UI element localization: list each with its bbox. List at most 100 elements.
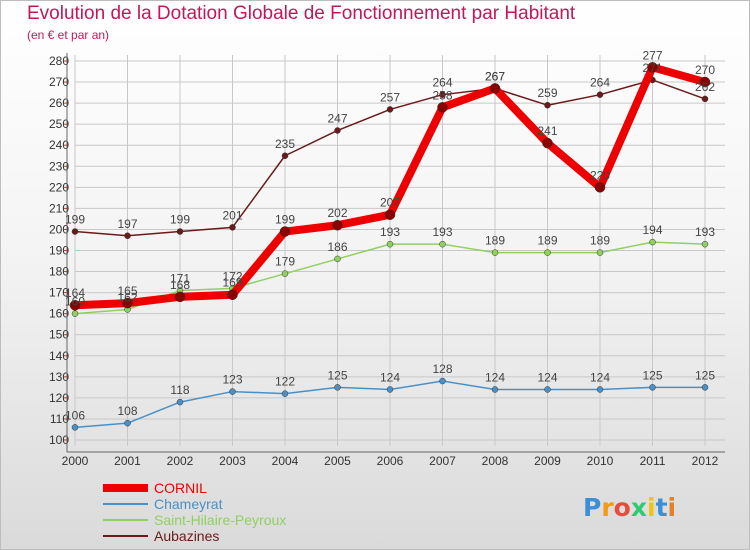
x-tick-label: 2007 xyxy=(429,454,456,468)
point-saint-hilaire-peyroux xyxy=(701,240,709,248)
point-saint-hilaire-peyroux xyxy=(596,249,604,256)
data-label-chameyrat: 118 xyxy=(170,383,189,397)
point-aubazines xyxy=(701,95,709,103)
data-label-aubazines: 199 xyxy=(65,213,85,227)
point-saint-hilaire-peyroux xyxy=(281,270,289,277)
x-tick-label: 2002 xyxy=(167,454,194,468)
point-saint-hilaire-peyroux xyxy=(491,249,499,256)
data-label-saint-hilaire-peyroux: 160 xyxy=(65,295,85,309)
data-label-aubazines: 264 xyxy=(432,76,452,90)
data-label-chameyrat: 128 xyxy=(432,362,452,376)
y-tick-label: 270 xyxy=(49,75,69,89)
x-tick-label: 2012 xyxy=(692,454,719,468)
point-aubazines xyxy=(124,232,131,240)
y-tick-label: 240 xyxy=(49,138,69,152)
point-cornil xyxy=(69,299,81,311)
x-tick-label: 2000 xyxy=(62,454,89,468)
data-label-saint-hilaire-peyroux: 162 xyxy=(117,290,137,304)
point-aubazines xyxy=(386,106,394,113)
x-tick-label: 2001 xyxy=(114,454,141,468)
y-tick-label: 140 xyxy=(49,349,69,363)
point-aubazines xyxy=(334,127,341,134)
point-cornil xyxy=(279,226,291,237)
data-label-cornil: 165 xyxy=(117,284,137,298)
data-label-chameyrat: 124 xyxy=(590,370,610,384)
data-label-saint-hilaire-peyroux: 189 xyxy=(485,234,505,248)
data-label-aubazines: 199 xyxy=(170,213,190,227)
y-tick-label: 170 xyxy=(49,286,69,300)
y-tick-label: 150 xyxy=(49,328,69,342)
y-tick-label: 160 xyxy=(49,307,69,321)
y-tick-label: 120 xyxy=(49,391,69,405)
data-label-chameyrat: 122 xyxy=(275,375,295,389)
point-saint-hilaire-peyroux xyxy=(439,240,446,248)
point-chameyrat xyxy=(596,386,604,393)
data-label-saint-hilaire-peyroux: 189 xyxy=(537,234,557,248)
x-tick-label: 2005 xyxy=(324,454,351,468)
data-label-cornil: 169 xyxy=(222,276,242,290)
x-tick-label: 2011 xyxy=(640,454,666,468)
y-tick-label: 200 xyxy=(49,222,69,236)
point-cornil xyxy=(699,76,711,88)
axes-layer: 1001101201301401501601701801902002102202… xyxy=(49,53,725,468)
x-tick-label: 2006 xyxy=(377,454,404,468)
point-saint-hilaire-peyroux xyxy=(649,238,656,246)
point-aubazines xyxy=(176,228,184,235)
y-tick-label: 130 xyxy=(49,370,69,384)
point-cornil xyxy=(384,209,396,220)
data-label-cornil: 258 xyxy=(432,88,452,102)
point-aubazines xyxy=(439,91,446,98)
data-label-saint-hilaire-peyroux: 189 xyxy=(590,234,610,248)
data-label-aubazines: 271 xyxy=(642,61,662,75)
point-cornil xyxy=(332,219,343,231)
data-labels-layer: 164 165 168 169 199 202 207 258 267 241 220 277 270 1… xyxy=(65,48,715,422)
x-tick-label: 2010 xyxy=(587,454,614,468)
point-aubazines xyxy=(544,101,551,109)
data-label-cornil: 168 xyxy=(170,278,190,292)
point-chameyrat xyxy=(281,390,289,397)
data-label-chameyrat: 124 xyxy=(380,370,400,384)
point-saint-hilaire-peyroux xyxy=(71,310,79,317)
point-chameyrat xyxy=(124,419,131,427)
y-tick-label: 220 xyxy=(49,180,69,194)
point-chameyrat xyxy=(334,384,341,391)
data-label-chameyrat: 124 xyxy=(485,370,505,384)
point-chameyrat xyxy=(439,377,446,385)
y-tick-label: 280 xyxy=(49,54,69,68)
point-aubazines xyxy=(229,224,236,231)
data-label-saint-hilaire-peyroux: 193 xyxy=(380,225,400,239)
proxiti-logo-text: Proxiti xyxy=(583,493,676,522)
x-tick-label: 2003 xyxy=(219,454,246,468)
point-chameyrat xyxy=(229,388,236,395)
point-cornil xyxy=(437,102,448,113)
point-saint-hilaire-peyroux xyxy=(386,240,394,248)
point-cornil xyxy=(174,291,186,303)
data-label-chameyrat: 106 xyxy=(65,408,85,422)
point-saint-hilaire-peyroux xyxy=(334,255,341,263)
data-label-cornil: 199 xyxy=(275,213,295,227)
y-tick-label: 190 xyxy=(49,244,69,258)
point-saint-hilaire-peyroux xyxy=(544,249,551,256)
point-cornil xyxy=(647,62,658,73)
data-label-saint-hilaire-peyroux: 194 xyxy=(642,223,662,237)
point-aubazines xyxy=(596,91,604,98)
data-label-aubazines: 262 xyxy=(695,80,715,94)
data-label-aubazines: 257 xyxy=(380,90,400,104)
point-chameyrat xyxy=(386,386,394,393)
data-label-aubazines: 264 xyxy=(590,76,610,90)
point-cornil xyxy=(594,182,606,193)
y-tick-label: 260 xyxy=(49,96,69,110)
series-lines-layer xyxy=(69,62,711,431)
legend: CORNILChameyratSaint-Hilaire-PeyrouxAuba… xyxy=(103,480,286,544)
data-label-chameyrat: 108 xyxy=(117,404,137,418)
data-label-chameyrat: 125 xyxy=(642,368,662,382)
y-tick-label: 210 xyxy=(49,201,69,215)
legend-label-chameyrat: Chameyrat xyxy=(154,496,223,512)
data-label-aubazines: 259 xyxy=(537,86,557,100)
x-tick-label: 2009 xyxy=(534,454,561,468)
point-cornil xyxy=(542,137,553,149)
chart-title: Evolution de la Dotation Globale de Fonc… xyxy=(27,3,576,24)
data-label-aubazines: 197 xyxy=(117,217,137,231)
